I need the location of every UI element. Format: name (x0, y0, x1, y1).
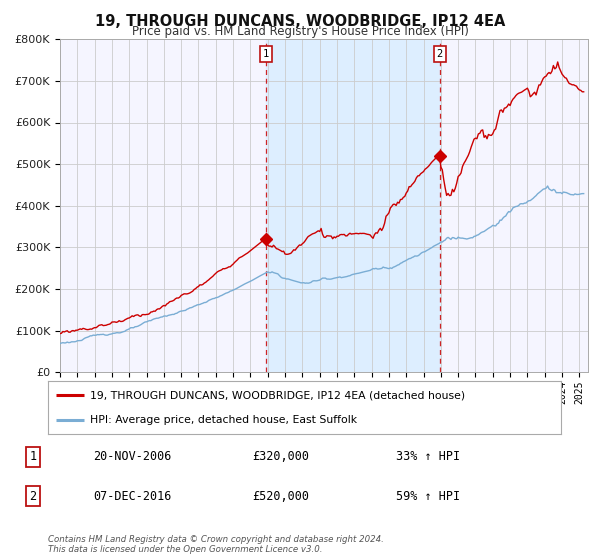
Text: Price paid vs. HM Land Registry's House Price Index (HPI): Price paid vs. HM Land Registry's House … (131, 25, 469, 38)
Text: 19, THROUGH DUNCANS, WOODBRIDGE, IP12 4EA (detached house): 19, THROUGH DUNCANS, WOODBRIDGE, IP12 4E… (90, 390, 465, 400)
Text: 2: 2 (29, 489, 37, 503)
Text: Contains HM Land Registry data © Crown copyright and database right 2024.: Contains HM Land Registry data © Crown c… (48, 535, 384, 544)
Text: 20-NOV-2006: 20-NOV-2006 (93, 450, 172, 464)
Bar (266, 39, 440, 372)
Text: 2: 2 (437, 49, 443, 59)
Text: 59% ↑ HPI: 59% ↑ HPI (396, 489, 460, 503)
Text: £320,000: £320,000 (252, 450, 309, 464)
Text: 33% ↑ HPI: 33% ↑ HPI (396, 450, 460, 464)
Text: £520,000: £520,000 (252, 489, 309, 503)
Text: 19, THROUGH DUNCANS, WOODBRIDGE, IP12 4EA: 19, THROUGH DUNCANS, WOODBRIDGE, IP12 4E… (95, 14, 505, 29)
Text: This data is licensed under the Open Government Licence v3.0.: This data is licensed under the Open Gov… (48, 545, 323, 554)
Text: 1: 1 (29, 450, 37, 464)
Text: 07-DEC-2016: 07-DEC-2016 (93, 489, 172, 503)
Text: HPI: Average price, detached house, East Suffolk: HPI: Average price, detached house, East… (90, 414, 357, 424)
Text: 1: 1 (263, 49, 269, 59)
